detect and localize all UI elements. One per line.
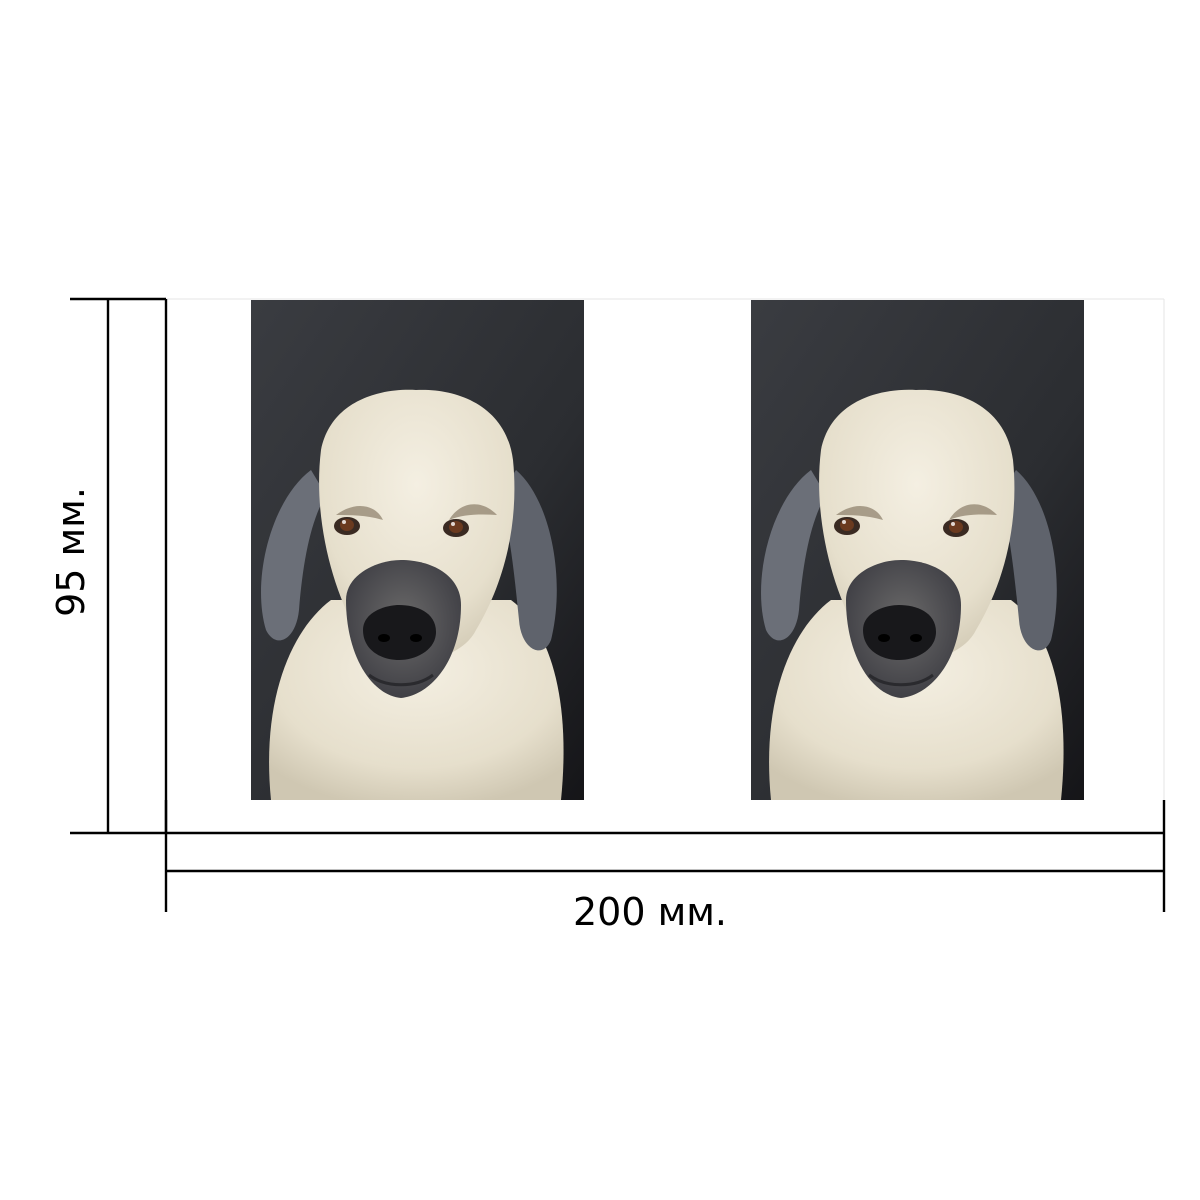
dog-illustration	[751, 300, 1084, 800]
dog-illustration	[251, 300, 584, 800]
height-label: 95 мм.	[49, 487, 93, 617]
dog-photo	[751, 300, 1084, 800]
width-label: 200 мм.	[573, 890, 727, 934]
dog-photo	[251, 300, 584, 800]
